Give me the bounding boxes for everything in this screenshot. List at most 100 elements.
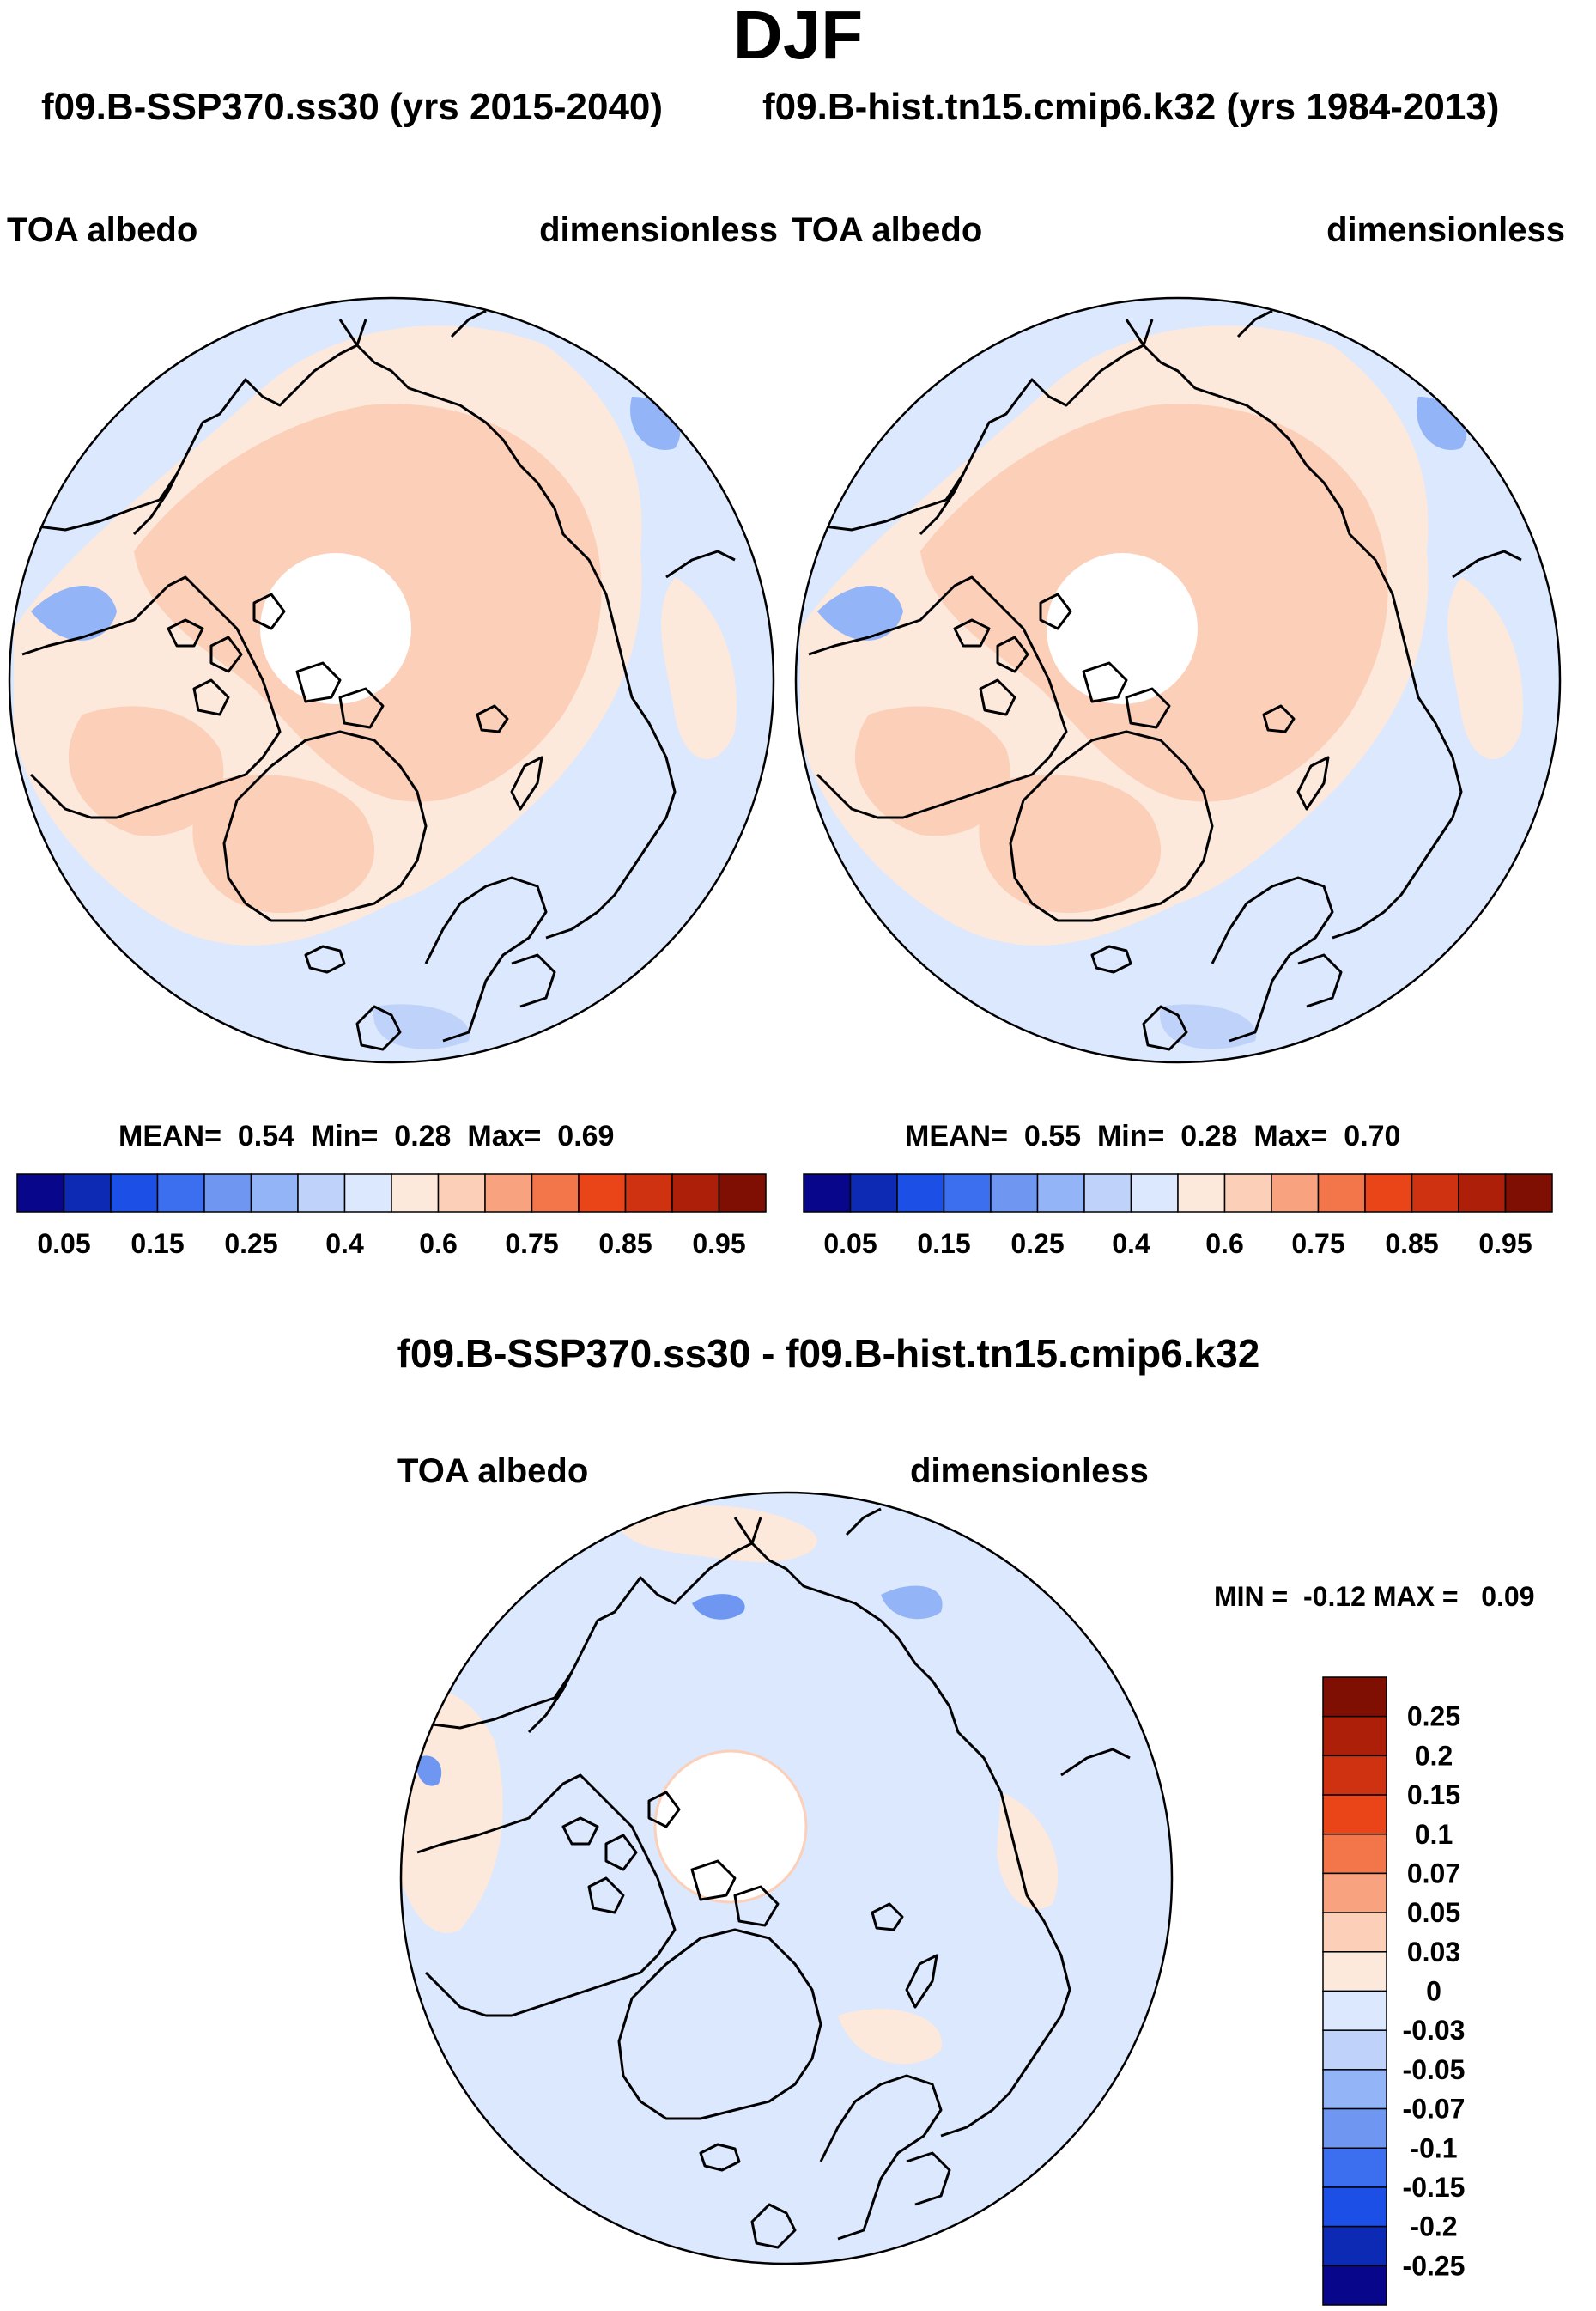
difference-colorbar-tick-label: -0.05 <box>1403 2054 1466 2085</box>
panel-2-mean-label: MEAN= <box>905 1120 1008 1152</box>
difference-colorbar-swatch <box>1322 2147 1387 2188</box>
panel-2-colorbar-tick-label: 0.25 <box>1010 1228 1064 1259</box>
difference-colorbar-swatch <box>1322 2107 1387 2149</box>
panel-1-map <box>8 296 775 1064</box>
diff-panel-variable: TOA albedo <box>397 1452 589 1490</box>
panel-1-colorbar-swatch <box>391 1173 440 1213</box>
difference-colorbar-tick-label: 0.07 <box>1407 1858 1460 1888</box>
panel-1-colorbar-swatch <box>63 1173 112 1213</box>
panel-2-colorbar-swatch <box>1177 1173 1226 1213</box>
panel-1-mean: 0.54 <box>237 1120 295 1152</box>
difference-colorbar-swatch <box>1322 1755 1387 1796</box>
difference-colorbar-swatch <box>1322 1951 1387 1992</box>
difference-colorbar-swatch <box>1322 1794 1387 1835</box>
difference-colorbar-swatch <box>1322 1676 1387 1718</box>
difference-colorbar-swatch <box>1322 1912 1387 1953</box>
panel-2-colorbar-swatch <box>1271 1173 1320 1213</box>
panel-1-max: 0.69 <box>557 1120 615 1152</box>
panel-1-colorbar-swatch <box>718 1173 767 1213</box>
panel-1-colorbar-swatch <box>624 1173 673 1213</box>
difference-colorbar-tick-label: 0.1 <box>1415 1819 1453 1850</box>
panel-2-colorbar-swatch <box>1223 1173 1272 1213</box>
panel-1-colorbar-tick-label: 0.95 <box>692 1228 745 1259</box>
panel-2-colorbar-tick-label: 0.15 <box>917 1228 970 1259</box>
difference-colorbar-tick-label: -0.25 <box>1403 2250 1466 2281</box>
diff-panel-units: dimensionless <box>910 1452 1149 1490</box>
panel-1-colorbar-swatch <box>110 1173 159 1213</box>
subtitle-left: f09.B-SSP370.ss30 (yrs 2015-2040) <box>41 86 664 128</box>
panel-2-units: dimensionless <box>1326 211 1565 249</box>
panel-1-colorbar-swatch <box>578 1173 627 1213</box>
panel-2-colorbar-tick-label: 0.95 <box>1478 1228 1532 1259</box>
panel-2-stats: MEAN= 0.55 Min= 0.28 Max= 0.70 <box>905 1119 1400 1153</box>
panel-1-units: dimensionless <box>539 211 778 249</box>
difference-colorbar-tick-label: -0.03 <box>1403 2015 1466 2046</box>
panel-2-colorbar-tick-label: 0.05 <box>823 1228 877 1259</box>
panel-1-colorbar-swatch <box>16 1173 65 1213</box>
subtitle-right: f09.B-hist.tn15.cmip6.k32 (yrs 1984-2013… <box>762 86 1500 128</box>
difference-colorbar-tick-label: -0.1 <box>1410 2132 1457 2163</box>
panel-1-colorbar-tick-label: 0.05 <box>37 1228 90 1259</box>
difference-colorbar-swatch <box>1322 1990 1387 2031</box>
diff-minmax: MIN = -0.12 MAX = 0.09 <box>1214 1581 1535 1612</box>
panel-1-colorbar-swatch <box>437 1173 486 1213</box>
difference-colorbar-tick-label: 0.03 <box>1407 1937 1460 1967</box>
panel-1-colorbar-tick-label: 0.75 <box>505 1228 558 1259</box>
panel-1-colorbar-swatch <box>531 1173 580 1213</box>
panel-2-map <box>794 296 1562 1064</box>
panel-2-colorbar-swatch <box>1036 1173 1085 1213</box>
panel-1-mean-label: MEAN= <box>118 1120 221 1152</box>
difference-colorbar-tick-label: -0.2 <box>1410 2211 1457 2242</box>
panel-2-max-label: Max= <box>1253 1120 1328 1152</box>
panel-1-colorbar-swatch <box>343 1173 392 1213</box>
panel-2-colorbar-swatch <box>1317 1173 1366 1213</box>
difference-colorbar-tick-label: 0.2 <box>1415 1740 1453 1771</box>
panel-2-max: 0.70 <box>1344 1120 1401 1152</box>
difference-colorbar-swatch <box>1322 2069 1387 2110</box>
difference-colorbar-swatch <box>1322 1715 1387 1757</box>
panel-1-colorbar-tick-label: 0.6 <box>419 1228 457 1259</box>
panel-1-colorbar-tick-label: 0.4 <box>325 1228 364 1259</box>
difference-colorbar-swatch <box>1322 1872 1387 1913</box>
difference-colorbar-tick-label: 0 <box>1426 1976 1441 2007</box>
panel-2-min: 0.28 <box>1180 1120 1238 1152</box>
panel-2-colorbar-swatch <box>943 1173 992 1213</box>
panel-2-colorbar-swatch <box>1458 1173 1507 1213</box>
panel-2-colorbar-swatch <box>1083 1173 1132 1213</box>
panel-2-colorbar-swatch <box>1411 1173 1459 1213</box>
panel-2-colorbar-swatch <box>803 1173 852 1213</box>
panel-1-colorbar-tick-label: 0.15 <box>130 1228 184 1259</box>
difference-map <box>399 1491 1174 2265</box>
panel-2-colorbar-swatch <box>1364 1173 1413 1213</box>
panel-2-colorbar-swatch <box>896 1173 945 1213</box>
panel-1-colorbar-swatch <box>156 1173 205 1213</box>
panel-2-min-label: Min= <box>1096 1120 1165 1152</box>
panel-1-max-label: Max= <box>467 1120 542 1152</box>
panel-2-colorbar-swatch <box>849 1173 898 1213</box>
panel-1-min: 0.28 <box>394 1120 452 1152</box>
panel-2-colorbar-tick-label: 0.4 <box>1112 1228 1150 1259</box>
panel-2-colorbar-swatch <box>1130 1173 1179 1213</box>
difference-colorbar-tick-label: 0.05 <box>1407 1897 1460 1928</box>
panel-1-variable: TOA albedo <box>7 211 198 249</box>
difference-colorbar-swatch <box>1322 2029 1387 2071</box>
panel-1-colorbar: 0.05 0.15 0.25 0.4 0.6 0.75 0.85 0.95 <box>16 1173 767 1259</box>
panel-2-colorbar-tick-label: 0.85 <box>1385 1228 1438 1259</box>
panel-1-colorbar-swatch <box>250 1173 299 1213</box>
difference-colorbar-swatch <box>1322 2225 1387 2267</box>
panel-1-stats: MEAN= 0.54 Min= 0.28 Max= 0.69 <box>118 1119 614 1153</box>
panel-1-colorbar-swatch <box>484 1173 533 1213</box>
difference-colorbar-tick-label: 0.15 <box>1407 1779 1460 1810</box>
panel-1-colorbar-swatch <box>203 1173 252 1213</box>
panel-2-mean: 0.55 <box>1023 1120 1082 1152</box>
panel-1-colorbar-swatch <box>671 1173 720 1213</box>
difference-colorbar: 0.25 0.2 0.15 0.1 0.07 0.05 0.03 0 -0.03 -0.05 -0.… <box>1322 1676 1466 2306</box>
panel-1-min-label: Min= <box>310 1120 379 1152</box>
panel-1-colorbar-tick-label: 0.85 <box>598 1228 652 1259</box>
difference-colorbar-swatch <box>1322 1834 1387 1875</box>
panel-2-colorbar-swatch <box>1504 1173 1553 1213</box>
panel-2-colorbar: 0.05 0.15 0.25 0.4 0.6 0.75 0.85 0.95 <box>803 1173 1553 1259</box>
panel-2-colorbar-swatch <box>990 1173 1039 1213</box>
difference-colorbar-tick-label: -0.07 <box>1403 2094 1466 2125</box>
